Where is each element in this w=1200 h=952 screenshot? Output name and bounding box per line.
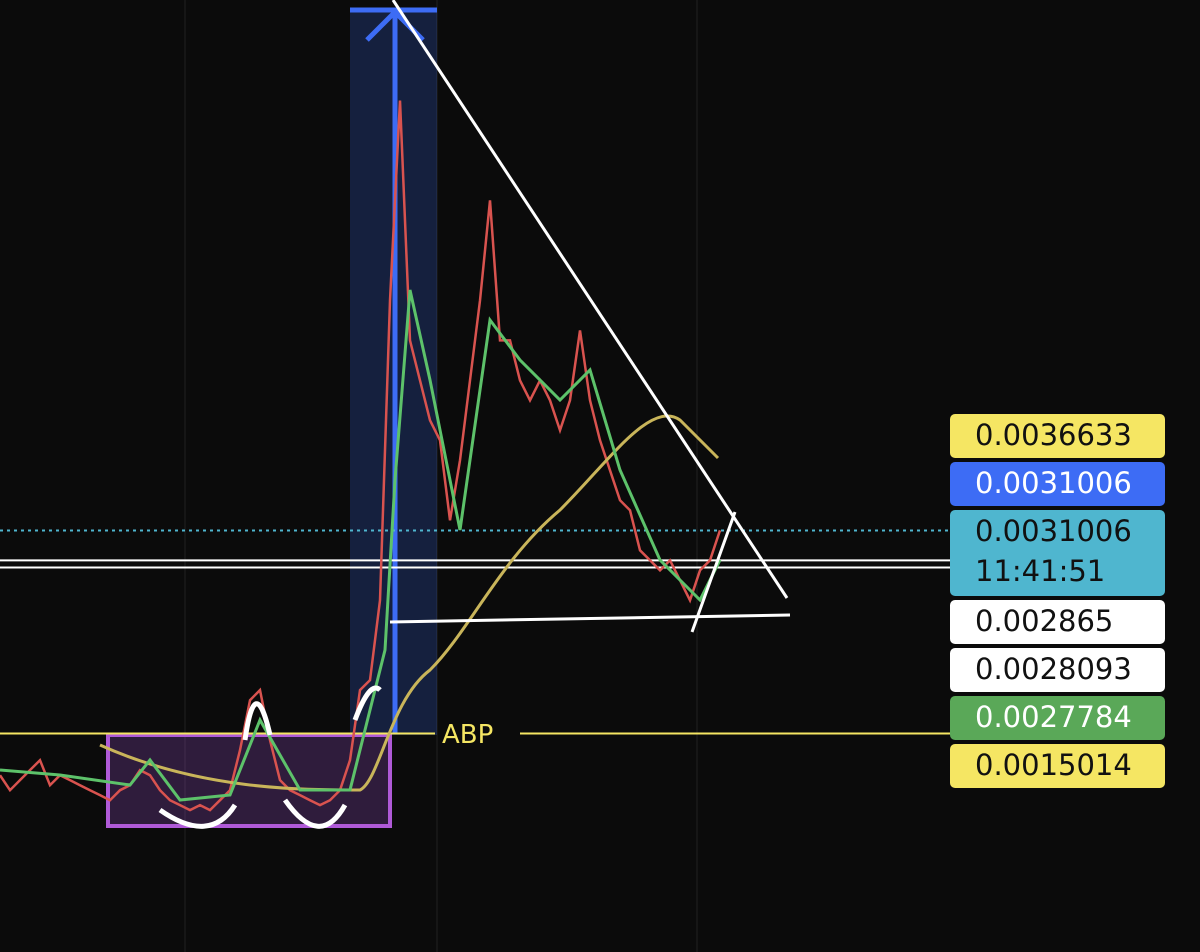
- price-tag: [950, 510, 1165, 596]
- trendline: [391, 0, 789, 599]
- annotation: ABP: [442, 720, 493, 750]
- price-line: [0, 100, 722, 812]
- rising-line: [690, 511, 737, 633]
- price-tag-timer: 11:41:51: [975, 554, 1105, 588]
- slow-ma: [99, 414, 720, 792]
- price-tag: [950, 648, 1165, 692]
- price-tag: [950, 744, 1165, 788]
- price-tag-value: 0.0031006: [975, 514, 1132, 548]
- price-tag: [950, 414, 1165, 458]
- price-tag: [950, 462, 1165, 506]
- pattern-curves: [158, 685, 382, 829]
- price-tag-value: 0.0028093: [975, 652, 1132, 686]
- price-tag-value: 0.002865: [975, 604, 1113, 638]
- price-tag: [950, 696, 1165, 740]
- price-tag: [950, 600, 1165, 644]
- price-tag-value: 0.0027784: [975, 700, 1132, 734]
- price-tag-value: 0.0031006: [975, 466, 1132, 500]
- price-tag-value: 0.0036633: [975, 418, 1132, 452]
- support-line: [389, 613, 791, 624]
- price-tag-value: 0.0015014: [975, 748, 1132, 782]
- fast-ma: [0, 289, 722, 802]
